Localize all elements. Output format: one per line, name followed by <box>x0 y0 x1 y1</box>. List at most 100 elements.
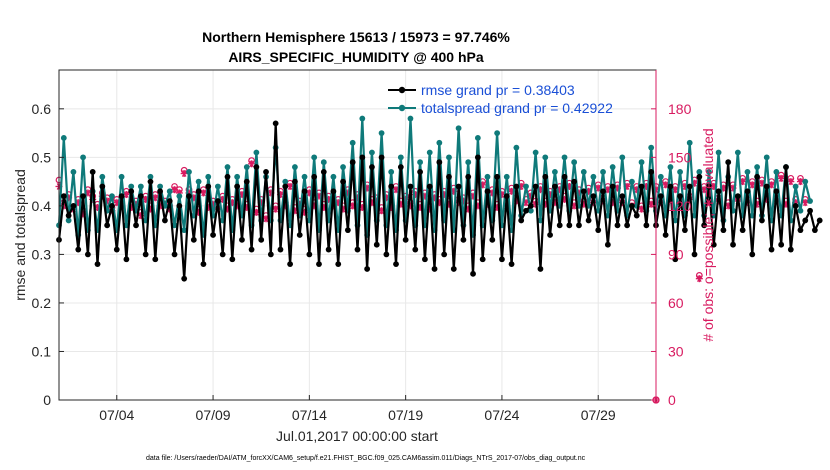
obs-possible-point <box>777 171 785 179</box>
rmse-point <box>773 188 780 195</box>
rmse-point <box>499 256 505 263</box>
rmse-point <box>89 169 96 175</box>
totalspread-point <box>176 193 183 200</box>
y2-tick-label: 0 <box>668 392 676 408</box>
rmse-point <box>701 222 708 229</box>
totalspread-point <box>109 193 115 200</box>
rmse-point <box>157 188 164 195</box>
totalspread-point <box>797 207 804 214</box>
rmse-point <box>142 251 149 258</box>
obs-possible-point <box>171 183 178 190</box>
rmse-point <box>176 202 183 209</box>
totalspread-point <box>234 173 241 180</box>
rmse-point <box>234 183 241 190</box>
rmse-point <box>479 256 486 263</box>
rmse-point <box>672 256 679 263</box>
rmse-point <box>744 188 751 195</box>
totalspread-point <box>455 125 462 132</box>
x-tick-label: 07/09 <box>196 407 231 423</box>
rmse-point <box>624 222 631 229</box>
rmse-point <box>614 222 621 229</box>
x-axis-label: Jul.01,2017 00:00:00 start <box>276 428 438 444</box>
rmse-point <box>306 251 313 258</box>
rmse-point <box>133 222 139 229</box>
legend-spread-label: totalspread grand pr = 0.42922 <box>421 100 613 116</box>
rmse-point <box>70 202 77 209</box>
totalspread-point <box>407 115 414 122</box>
totalspread-point <box>590 173 597 180</box>
rmse-point <box>243 178 250 185</box>
totalspread-point <box>629 178 635 185</box>
rmse-point <box>619 193 626 200</box>
rmse-point <box>195 188 202 195</box>
rmse-point <box>542 173 549 180</box>
totalspread-point <box>494 130 501 136</box>
totalspread-point <box>696 169 703 175</box>
rmse-point <box>128 188 135 195</box>
legend-rmse-label: rmse grand pr = 0.38403 <box>421 82 575 98</box>
totalspread-point <box>388 169 395 175</box>
rmse-point <box>373 241 380 248</box>
series-layer <box>55 115 823 404</box>
rmse-point <box>696 173 703 180</box>
x-tick-label: 07/24 <box>484 407 519 423</box>
rmse-point <box>662 232 669 238</box>
totalspread-point <box>580 169 587 175</box>
rmse-point <box>190 236 197 243</box>
rmse-point <box>296 232 303 238</box>
totalspread-point <box>224 164 231 170</box>
rmse-point <box>715 188 722 195</box>
x-tick-label: 07/19 <box>388 407 423 423</box>
totalspread-point <box>292 164 298 170</box>
totalspread-point <box>667 164 674 170</box>
totalspread-point <box>186 169 192 175</box>
rmse-point <box>513 183 520 190</box>
rmse-point <box>186 193 192 200</box>
rmse-point <box>556 222 563 229</box>
totalspread-point <box>349 139 356 146</box>
rmse-point <box>811 227 818 234</box>
rmse-point <box>759 217 765 224</box>
rmse-point <box>118 193 125 200</box>
totalspread-point <box>243 164 250 170</box>
rmse-point <box>561 173 568 180</box>
rmse-point <box>171 251 178 258</box>
rmse-point <box>388 183 395 190</box>
rmse-point <box>214 198 221 204</box>
axes-layer: 07/04 07/09 07/14 07/19 07/24 07/29 0 0.1 0.2 0.3… <box>32 101 692 423</box>
y2-tick-label: 180 <box>668 101 692 117</box>
totalspread-point <box>619 154 626 161</box>
rmse-point <box>768 246 775 253</box>
totalspread-point <box>417 159 423 166</box>
rmse-point <box>720 227 727 234</box>
totalspread-point <box>214 183 221 190</box>
rmse-point <box>359 154 366 161</box>
rmse-point <box>84 251 91 258</box>
rmse-point <box>335 261 342 268</box>
totalspread-point <box>166 188 173 195</box>
rmse-point <box>210 232 216 238</box>
rmse-point <box>787 246 794 253</box>
rmse-point <box>460 236 467 243</box>
totalspread-point <box>465 159 472 166</box>
totalspread-point <box>542 154 549 161</box>
chart-title-line1: Northern Hemisphere 15613 / 15973 = 97.7… <box>202 29 510 45</box>
rmse-point <box>426 183 433 190</box>
rmse-point <box>523 207 529 214</box>
rmse-point <box>316 261 322 268</box>
rmse-point <box>681 227 688 234</box>
rmse-point <box>152 256 159 263</box>
rmse-point <box>407 183 414 190</box>
rmse-point <box>330 188 337 195</box>
rmse-point <box>730 241 736 248</box>
totalspread-point <box>474 135 481 141</box>
rmse-point <box>301 188 308 195</box>
rmse-point <box>200 261 207 268</box>
rmse-point <box>282 183 289 190</box>
totalspread-point <box>715 149 722 156</box>
rmse-point <box>667 183 674 190</box>
rmse-point <box>629 202 635 209</box>
rmse-point <box>638 183 645 190</box>
totalspread-point <box>118 173 125 180</box>
rmse-point <box>311 173 318 180</box>
